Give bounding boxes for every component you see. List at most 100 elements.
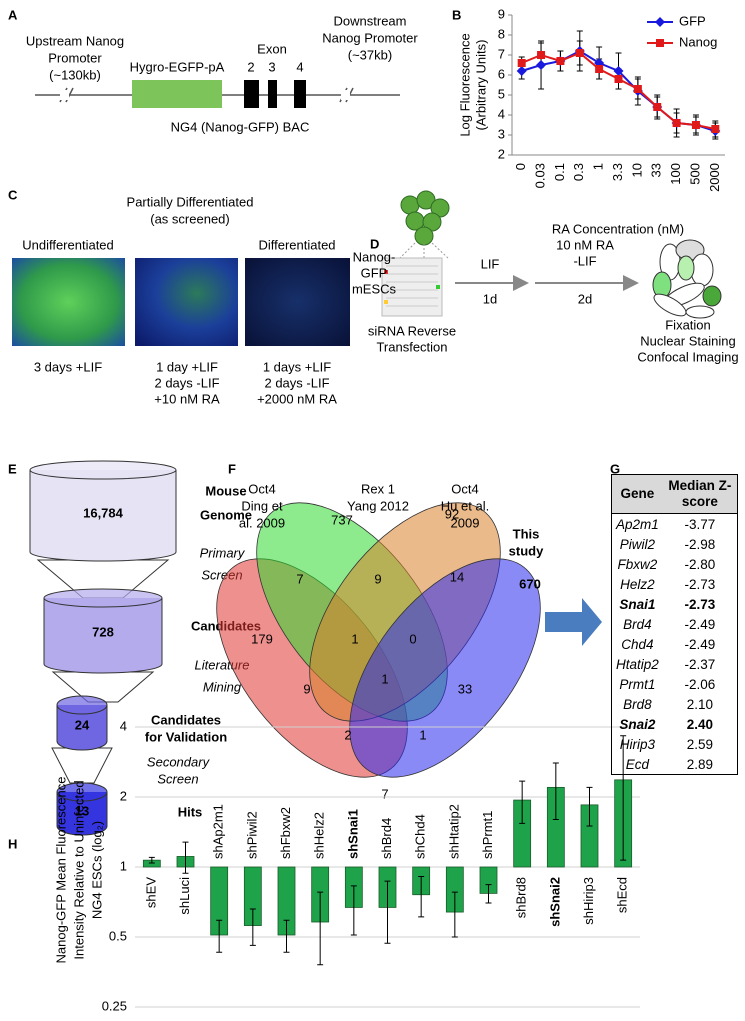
- x-tick-label: 1: [591, 163, 606, 170]
- step-label: -LIF: [573, 253, 596, 268]
- row: Snai2 2.40: [612, 714, 738, 734]
- cell-label: mESCs: [352, 281, 397, 296]
- set-label: Rex 1: [361, 481, 395, 496]
- gene: Helz2: [620, 576, 655, 592]
- panel-letter: C: [8, 187, 18, 202]
- step-label: Transfection: [376, 339, 447, 354]
- gene: Ap2m1: [616, 516, 659, 532]
- y-tick-label: 4: [498, 106, 505, 121]
- error-bar: [317, 891, 324, 966]
- x-tick-label: shEcd: [615, 877, 630, 913]
- x-tick-label: shLuci: [177, 877, 192, 915]
- region-count: 14: [450, 569, 464, 584]
- z-score: 2.40: [686, 716, 714, 732]
- region-count: 737: [331, 512, 353, 527]
- region-count: 1: [351, 631, 358, 646]
- cylinder-body: [56, 792, 108, 836]
- region-count: 7: [296, 571, 303, 586]
- set-label: Hu et al.: [441, 498, 489, 513]
- set-label: Yang 2012: [347, 498, 409, 513]
- promoter-label: Promoter: [48, 50, 102, 65]
- gene: Ecd: [625, 756, 650, 772]
- z-score: -2.73: [684, 596, 716, 612]
- set-label: Ding et: [241, 498, 283, 513]
- micrographs: [12, 258, 350, 346]
- condition-caption: +2000 nM RA: [257, 391, 337, 406]
- panel-letter: B: [452, 7, 461, 22]
- row: Htatip2 -2.37: [612, 654, 738, 674]
- column-header: Gene: [611, 474, 663, 514]
- row: Hirip3 2.59: [612, 734, 738, 754]
- x-tick-label: shSnai1: [345, 809, 360, 859]
- step-label: Screen: [157, 771, 198, 786]
- step-label: Nuclear Staining: [640, 333, 735, 348]
- row: Fbxw2 -2.80: [612, 554, 738, 574]
- x-tick-label: 0: [513, 163, 528, 170]
- cylinder-top: [56, 695, 108, 715]
- region-count: 9: [303, 681, 310, 696]
- marker: [536, 60, 547, 70]
- panel-letter: G: [610, 461, 620, 476]
- panel-letter: F: [228, 461, 236, 476]
- error-bar: [182, 841, 189, 874]
- error-bar: [519, 780, 526, 824]
- promoter-label: (~37kb): [348, 47, 392, 62]
- marker: [516, 66, 527, 76]
- marker: [614, 75, 623, 83]
- cylinder-body: [43, 598, 163, 674]
- marker: [653, 103, 662, 111]
- bac-diagram: [35, 80, 400, 108]
- set-label: This: [513, 526, 540, 541]
- region-count: 0: [409, 631, 416, 646]
- y-tick-label: 2: [498, 146, 505, 161]
- gene: Htatip2: [616, 656, 659, 672]
- venn-set: [349, 558, 541, 778]
- promoter-label: (~130kb): [49, 67, 101, 82]
- error-bar: [451, 891, 458, 938]
- x-tick-label: shSnai2: [547, 877, 562, 927]
- step-label: siRNA Reverse: [368, 323, 456, 338]
- gene-table: Gene Median Z-score Ap2m1 -3.77 Piwil2 -2.98 F…: [611, 474, 738, 775]
- cell-label: GFP: [361, 265, 388, 280]
- exon-number: 2: [247, 59, 254, 74]
- set-label: study: [509, 543, 544, 558]
- panel-letter: E: [8, 461, 17, 476]
- error-bar: [418, 876, 425, 918]
- cylinder: [56, 695, 108, 751]
- gene: Chd4: [621, 636, 654, 652]
- panel-letter: H: [8, 836, 17, 851]
- tier-label: Hits: [178, 804, 203, 819]
- z-score: -2.73: [684, 576, 716, 592]
- region-count: 1: [419, 727, 426, 742]
- marker: [556, 57, 565, 65]
- region-count: 9: [374, 571, 381, 586]
- marker: [691, 121, 700, 129]
- gene: Piwil2: [619, 536, 656, 552]
- condition-caption: 1 days +LIF: [263, 359, 331, 374]
- step-label: 2d: [578, 291, 592, 306]
- x-tick-label: shAp2m1: [211, 804, 226, 859]
- cassette-label: Hygro-EGFP-pA: [130, 59, 225, 74]
- error-bar: [620, 735, 627, 861]
- y-tick-label: 0.25: [102, 998, 127, 1013]
- error-bar: [148, 856, 155, 864]
- x-tick-label: 3.3: [610, 163, 625, 181]
- marker: [517, 59, 526, 67]
- y-axis-label: Nanog-GFP Mean Fluorescence: [53, 777, 68, 964]
- condition-caption: 2 days -LIF: [154, 375, 219, 390]
- exon-label: Exon: [257, 41, 287, 56]
- count: 16,784: [83, 505, 124, 520]
- gene: Brd4: [623, 616, 652, 632]
- tier-label: Candidates: [151, 712, 221, 727]
- header-row: Gene Median Z-score: [611, 474, 738, 514]
- region-count: 670: [519, 576, 541, 591]
- exon-number: 4: [296, 59, 303, 74]
- x-tick-label: shChd4: [413, 814, 428, 859]
- x-tick-label: shBrd4: [379, 818, 394, 859]
- y-tick-label: 4: [120, 718, 127, 733]
- step-label: LIF: [481, 256, 500, 271]
- promoter-label: Nanog Promoter: [322, 30, 418, 45]
- tier-label: Mouse: [205, 483, 246, 498]
- marker: [537, 51, 546, 59]
- y-axis-label: Log Fluorescence: [457, 33, 472, 136]
